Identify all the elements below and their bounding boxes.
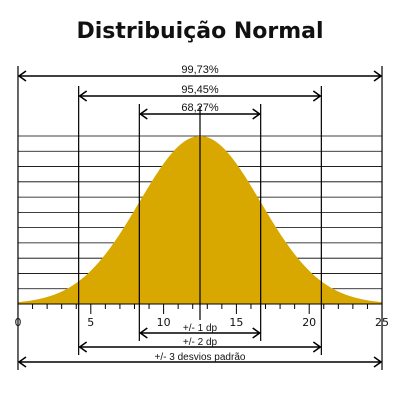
arrow-head-left [17, 356, 27, 368]
top-bracket-1sd [139, 108, 261, 120]
bottom-bracket-1sd [139, 327, 261, 339]
arrow-head-right [373, 70, 383, 82]
bottom-bracket-2sd [78, 341, 322, 353]
arrow-head-left [78, 90, 88, 102]
x-axis: 0 5 10 15 20 25 [15, 303, 389, 329]
bottom-bracket-3sd [17, 356, 383, 368]
arrow-head-left [78, 341, 88, 353]
top-interval-label: 68,27% [181, 102, 219, 114]
arrow-head-right [312, 341, 322, 353]
x-tick-label: 25 [375, 316, 389, 329]
arrow-head-right [312, 90, 322, 102]
sd-vertical-lines [17, 66, 383, 370]
arrow-head-left [139, 108, 148, 120]
bottom-interval-label: +/- 1 dp [183, 323, 218, 334]
bottom-interval-label: +/- 3 desvios padrão [155, 352, 246, 363]
top-interval-label: 95,45% [181, 84, 219, 96]
x-tick-label: 5 [87, 316, 94, 329]
top-interval-label: 99,73% [181, 64, 219, 76]
x-tick-label: 20 [302, 316, 316, 329]
arrow-head-left [17, 70, 27, 82]
top-bracket-3sd [17, 70, 383, 82]
x-tick-label: 0 [15, 316, 22, 329]
chart-title: Distribuição Normal [76, 19, 323, 44]
top-interval-brackets: 99,73% 95,45% 68,27% [17, 64, 383, 120]
top-bracket-2sd [78, 90, 322, 102]
x-tick-label: 15 [229, 316, 243, 329]
arrow-head-right [252, 108, 261, 120]
arrow-head-left [139, 327, 148, 339]
arrow-head-right [373, 356, 383, 368]
bottom-interval-brackets: +/- 1 dp +/- 2 dp +/- 3 desvios padrão [17, 323, 383, 368]
x-tick-label: 10 [157, 316, 171, 329]
bottom-interval-label: +/- 2 dp [183, 337, 218, 348]
arrow-head-right [252, 327, 261, 339]
